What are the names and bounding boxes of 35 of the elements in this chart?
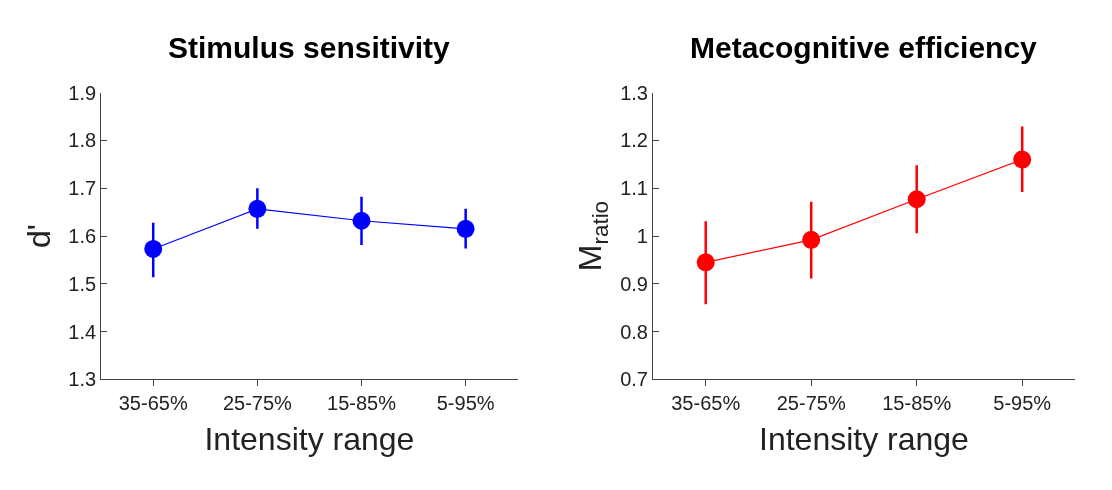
y-tick-label: 0.9	[620, 272, 648, 295]
x-tick-label: 15-85%	[327, 392, 397, 415]
point	[144, 239, 163, 258]
point	[456, 219, 475, 238]
x-tick-label: 5-95%	[993, 392, 1052, 415]
y-tick-label: 1.1	[620, 177, 648, 200]
x-tick-label: 35-65%	[118, 392, 188, 415]
y-tick-label: 1.6	[68, 225, 97, 248]
y-tick-label: 1.3	[620, 81, 648, 104]
y-tick-label: 1.8	[68, 129, 97, 152]
x-axis-title: Intensity range	[204, 421, 415, 458]
y-tick-label: 1.5	[68, 272, 97, 295]
y-tick-label: 0.8	[620, 320, 648, 343]
y-tick-label: 1.3	[68, 368, 97, 391]
y-tick-label: 1.2	[620, 129, 648, 152]
y-axis-title: d'	[20, 224, 57, 248]
chart-title: Stimulus sensitivity	[168, 31, 451, 64]
point	[907, 190, 926, 209]
x-axis-title: Intensity range	[759, 421, 969, 458]
point	[352, 211, 371, 230]
x-tick-label: 25-75%	[776, 392, 846, 415]
y-tick-label: 1.9	[68, 81, 97, 104]
point	[696, 253, 715, 272]
x-tick-label: 25-75%	[222, 392, 293, 415]
point	[248, 199, 267, 218]
chart-title: Metacognitive efficiency	[690, 31, 1038, 64]
point	[802, 230, 821, 249]
y-tick-label: 0.7	[620, 368, 648, 391]
y-tick-label: 1.4	[68, 320, 97, 343]
point	[1013, 150, 1032, 169]
y-tick-label: 1	[636, 225, 648, 248]
x-tick-label: 15-85%	[882, 392, 952, 415]
x-tick-label: 5-95%	[436, 392, 495, 415]
x-tick-label: 35-65%	[671, 392, 741, 415]
y-tick-label: 1.7	[68, 177, 97, 200]
